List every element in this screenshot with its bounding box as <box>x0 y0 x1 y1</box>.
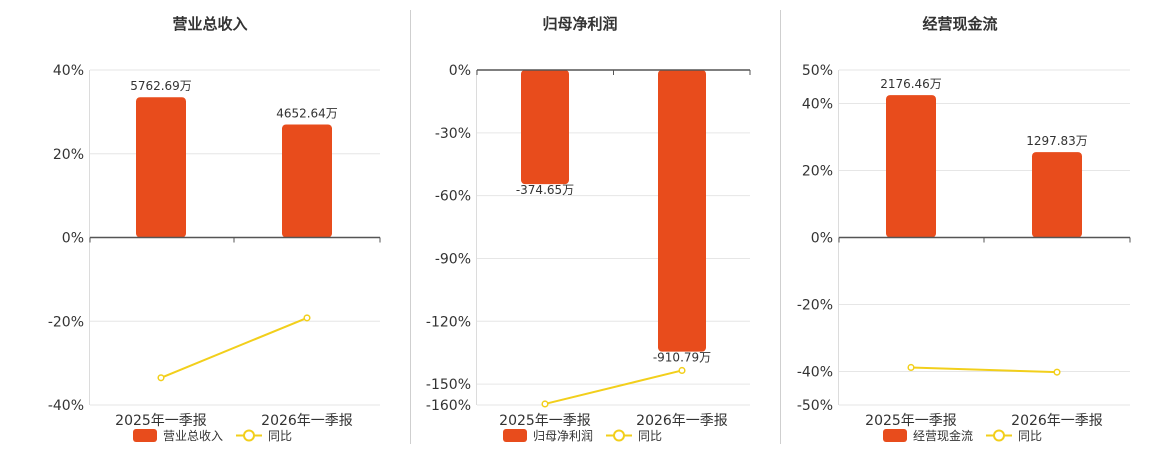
legend-line-marker <box>243 429 255 442</box>
y-tick-label: 40% <box>802 97 833 113</box>
y-tick-label: -150% <box>426 377 471 393</box>
y-tick-label: 0% <box>62 231 84 247</box>
y-tick-label: 20% <box>802 164 833 180</box>
y-tick-label: -90% <box>435 251 471 267</box>
yoy-line <box>910 366 1058 374</box>
yoy-point <box>907 363 915 372</box>
bar <box>886 95 936 238</box>
y-tick-label: -50% <box>797 398 833 414</box>
y-tick-label: -40% <box>797 365 833 381</box>
chart-title: 营业总收入 <box>172 15 247 33</box>
yoy-point <box>541 400 549 408</box>
yoy-point <box>303 314 311 322</box>
y-tick-label: -160% <box>426 398 471 414</box>
x-category-label: 2026年一季报 <box>636 413 728 429</box>
y-tick-label: 0% <box>811 231 833 247</box>
legend-bar-label: 归母净利润 <box>533 429 593 443</box>
bar-value-label: -374.65万 <box>516 183 574 197</box>
y-tick-label: -40% <box>48 398 84 414</box>
yoy-line <box>544 369 683 405</box>
yoy-point <box>678 366 686 375</box>
legend-bar-label: 营业总收入 <box>163 429 223 443</box>
yoy-line <box>160 316 308 379</box>
chart-title: 归母净利润 <box>542 15 617 33</box>
x-category-label: 2025年一季报 <box>115 413 207 429</box>
bar <box>136 97 186 238</box>
y-tick-label: -20% <box>48 314 84 330</box>
y-tick-label: 0% <box>449 63 471 79</box>
y-tick-label: -120% <box>426 314 471 330</box>
x-category-label: 2025年一季报 <box>499 413 591 429</box>
legend-bar-label: 经营现金流 <box>913 428 973 443</box>
legend-bar-swatch <box>503 429 527 442</box>
bar-value-label: 4652.64万 <box>276 106 338 120</box>
legend-bar-swatch <box>883 429 907 442</box>
yoy-point <box>157 374 165 382</box>
legend-bar-swatch <box>133 429 157 442</box>
bar-value-label: 1297.83万 <box>1026 134 1088 148</box>
y-tick-label: -30% <box>435 126 471 142</box>
y-tick-label: 20% <box>53 147 84 163</box>
legend-line-label: 同比 <box>638 429 662 443</box>
x-category-label: 2025年一季报 <box>865 413 957 429</box>
yoy-point <box>1053 368 1061 376</box>
bar <box>1032 152 1082 238</box>
legend-line-marker <box>613 429 625 442</box>
chart-title: 经营现金流 <box>922 15 997 33</box>
bar <box>658 70 706 352</box>
y-tick-label: 40% <box>53 63 84 79</box>
bar-value-label: 2176.46万 <box>880 77 942 91</box>
bar <box>282 124 332 238</box>
panel-divider <box>410 10 411 444</box>
bar-value-label: -910.79万 <box>653 351 711 365</box>
x-category-label: 2026年一季报 <box>261 413 353 429</box>
x-category-label: 2026年一季报 <box>1011 413 1103 429</box>
y-tick-label: -20% <box>797 298 833 314</box>
y-tick-label: 50% <box>802 63 833 79</box>
y-tick-label: -60% <box>435 189 471 205</box>
legend-line-marker <box>993 429 1005 442</box>
bar-value-label: 5762.69万 <box>130 79 192 93</box>
panel-divider <box>780 10 781 444</box>
legend-line-label: 同比 <box>268 429 292 443</box>
bar <box>521 70 569 185</box>
legend-line-label: 同比 <box>1018 429 1042 443</box>
